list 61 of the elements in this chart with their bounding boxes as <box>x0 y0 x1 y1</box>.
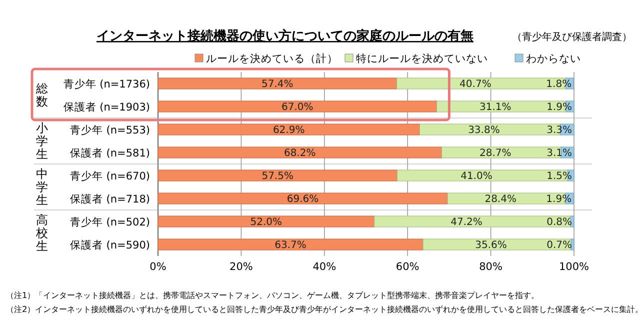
bar <box>422 238 572 250</box>
bar <box>158 238 424 250</box>
x-tick-label: 40% <box>312 261 336 273</box>
y-tick-label: 保護者 (n=718) <box>70 192 150 206</box>
y-tick-label: 青少年 (n=502) <box>70 216 150 228</box>
data-label: 1.9% <box>546 102 572 113</box>
bar <box>570 216 574 228</box>
y-tick-label: 青少年 (n=670) <box>70 170 150 182</box>
data-label: 33.8% <box>468 125 500 136</box>
bar <box>158 78 398 90</box>
text: 総数 <box>35 82 48 108</box>
legend-label: わからない <box>526 53 581 65</box>
bar <box>374 216 571 228</box>
text: 高校生 <box>35 213 48 253</box>
bar <box>570 238 574 250</box>
data-label: 63.7% <box>274 240 306 251</box>
x-tick-label: 80% <box>479 261 502 273</box>
chart-title: インターネット接続機器の使い方についての家庭のルールの有無 <box>96 28 474 44</box>
legend-label: ルールを決めている（計） <box>206 52 338 65</box>
data-label: 1.5% <box>546 171 572 182</box>
data-label: 69.6% <box>286 194 319 205</box>
bar <box>158 216 375 228</box>
data-label: 31.1% <box>480 102 512 113</box>
bar <box>158 124 420 136</box>
x-tick-label: 100% <box>558 261 590 273</box>
text: （注2）インターネット接続機器のいずれかを使用していると回答した青少年及び青少年がインターネット接続機器のいずれかを使用していると回答した保護者をベースに集計。 <box>6 304 640 314</box>
y-tick-label: 青少年 (n=553) <box>70 124 150 136</box>
data-label: 68.2% <box>284 148 316 159</box>
data-label: 0.7% <box>546 240 572 251</box>
data-label: 3.3% <box>546 125 572 136</box>
legend-label: 特にルールを決めていない <box>356 52 488 65</box>
bar <box>158 146 442 158</box>
y-tick-label: 保護者 (n=590) <box>70 238 150 252</box>
bar <box>158 170 398 182</box>
data-label: 1.8% <box>546 79 572 90</box>
data-label: 41.0% <box>460 171 492 182</box>
data-label: 1.9% <box>546 194 572 205</box>
bar <box>158 192 448 204</box>
data-label: 57.4% <box>262 79 294 90</box>
x-tick-label: 60% <box>396 261 420 273</box>
bar <box>158 100 438 112</box>
data-label: 67.0% <box>281 102 314 113</box>
chart-subtitle: （青少年及び保護者調査） <box>512 31 632 43</box>
text: 小学生 <box>36 121 48 161</box>
y-tick-label: 保護者 (n=581) <box>70 146 150 160</box>
text: （注1）「インターネット接続機器」とは、携帯電話やスマートフォン、パソコン、ゲーム機、タブレット型携帯端末、携帯音楽プレイヤーを指す。 <box>6 290 540 300</box>
data-label: 3.1% <box>546 148 572 159</box>
data-label: 35.6% <box>475 240 507 251</box>
data-label: 28.4% <box>484 194 516 205</box>
data-label: 47.2% <box>450 217 482 228</box>
x-tick-label: 20% <box>230 261 253 273</box>
data-label: 52.0% <box>250 217 282 228</box>
y-tick-label: 保護者 (n=1903) <box>63 100 150 114</box>
y-tick-label: 青少年 (n=1736) <box>63 78 150 90</box>
data-label: 0.8% <box>546 217 572 228</box>
data-label: 57.5% <box>262 171 294 182</box>
text: 中学生 <box>36 167 48 207</box>
x-tick-label: 0% <box>150 261 166 273</box>
data-label: 62.9% <box>272 125 305 136</box>
data-label: 40.7% <box>460 79 492 90</box>
data-label: 28.7% <box>480 148 512 159</box>
